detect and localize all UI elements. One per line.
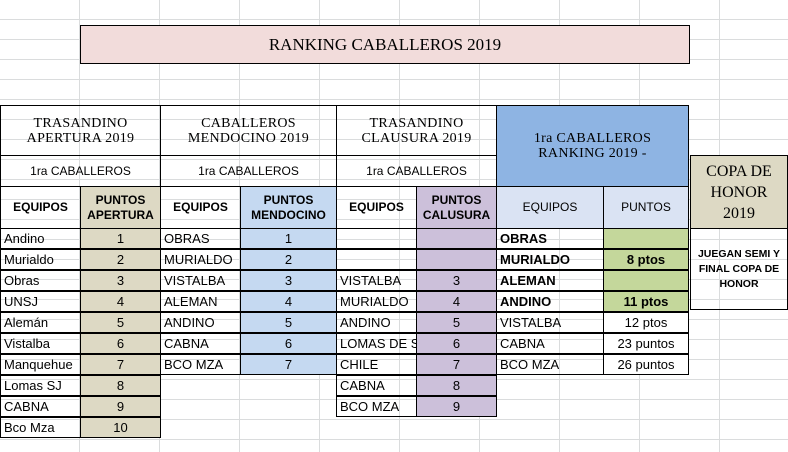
t2-row-team: MURIALDO <box>160 249 241 270</box>
t1-row-pts: 9 <box>80 396 161 417</box>
t4-row-team: VISTALBA <box>496 312 604 333</box>
t1-row-team: Manquehue <box>0 354 81 375</box>
t3-row-team: MURIALDO <box>336 291 417 312</box>
copa-note: JUEGAN SEMI Y FINAL COPA DE HONOR <box>690 228 788 310</box>
t3-row-pts: 6 <box>416 333 497 354</box>
t2-row-pts: 7 <box>240 354 337 375</box>
t4-row-pts: 23 puntos <box>603 333 689 354</box>
t2-row-team: VISTALBA <box>160 270 241 291</box>
t2-subheader: 1ra CABALLEROS <box>160 155 337 187</box>
t4-row-pts: 26 puntos <box>603 354 689 375</box>
t1-row-pts: 10 <box>80 417 161 438</box>
t1-row-pts: 3 <box>80 270 161 291</box>
t3-row-pts: 5 <box>416 312 497 333</box>
t2-row-team: ALEMAN <box>160 291 241 312</box>
t1-row-team: Murialdo <box>0 249 81 270</box>
t1-col-team: EQUIPOS <box>0 186 81 229</box>
t3-row-team: VISTALBA <box>336 270 417 291</box>
t4-row-team: ANDINO <box>496 291 604 312</box>
t2-row-team: OBRAS <box>160 228 241 249</box>
t2-row-team: CABNA <box>160 333 241 354</box>
t3-row-pts: 4 <box>416 291 497 312</box>
t1-row-team: Lomas SJ <box>0 375 81 396</box>
t1-row-team: Bco Mza <box>0 417 81 438</box>
t4-row-pts: 11 ptos <box>603 291 689 312</box>
t3-row-pts: 9 <box>416 396 497 417</box>
t2-row-pts: 1 <box>240 228 337 249</box>
t4-row-pts: 12 ptos <box>603 312 689 333</box>
t1-header: TRASANDINO APERTURA 2019 <box>0 105 161 156</box>
t3-header: TRASANDINO CLAUSURA 2019 <box>336 105 497 156</box>
t4-row-team: BCO MZA <box>496 354 604 375</box>
page-title: RANKING CABALLEROS 2019 <box>80 25 690 64</box>
t3-row-team: CABNA <box>336 375 417 396</box>
t1-row-team: Alemán <box>0 312 81 333</box>
t4-row-team: CABNA <box>496 333 604 354</box>
t2-row-pts: 3 <box>240 270 337 291</box>
t3-row-team: CHILE <box>336 354 417 375</box>
t1-col-pts: PUNTOS APERTURA <box>80 186 161 229</box>
t3-subheader: 1ra CABALLEROS <box>336 155 497 187</box>
t2-header: CABALLEROS MENDOCINO 2019 <box>160 105 337 156</box>
t3-row-pts <box>416 228 497 249</box>
t2-row-pts: 4 <box>240 291 337 312</box>
t1-row-pts: 4 <box>80 291 161 312</box>
t2-row-pts: 6 <box>240 333 337 354</box>
t1-row-team: UNSJ <box>0 291 81 312</box>
t1-row-team: CABNA <box>0 396 81 417</box>
t4-row-pts <box>603 228 689 249</box>
t3-row-team: ANDINO <box>336 312 417 333</box>
t2-col-team: EQUIPOS <box>160 186 241 229</box>
t1-row-pts: 2 <box>80 249 161 270</box>
t1-row-team: Andino <box>0 228 81 249</box>
t1-subheader: 1ra CABALLEROS <box>0 155 161 187</box>
t1-row-pts: 7 <box>80 354 161 375</box>
t1-row-pts: 5 <box>80 312 161 333</box>
t1-row-team: Vistalba <box>0 333 81 354</box>
t3-col-pts: PUNTOS CALUSURA <box>416 186 497 229</box>
t4-row-team: OBRAS <box>496 228 604 249</box>
t1-row-pts: 6 <box>80 333 161 354</box>
t3-row-pts: 3 <box>416 270 497 291</box>
t3-row-team: LOMAS DE SJ <box>336 333 417 354</box>
t1-row-team: Obras <box>0 270 81 291</box>
t3-row-team <box>336 249 417 270</box>
copa-header: COPA DE HONOR 2019 <box>690 155 788 229</box>
t1-row-pts: 1 <box>80 228 161 249</box>
t4-row-pts <box>603 270 689 291</box>
t3-row-team: BCO MZA <box>336 396 417 417</box>
t4-col-team: EQUIPOS <box>496 186 604 229</box>
t3-row-team <box>336 228 417 249</box>
t3-row-pts <box>416 249 497 270</box>
t3-row-pts: 8 <box>416 375 497 396</box>
t4-row-pts: 8 ptos <box>603 249 689 270</box>
t3-row-pts: 7 <box>416 354 497 375</box>
t2-row-team: ANDINO <box>160 312 241 333</box>
t4-col-pts: PUNTOS <box>603 186 689 229</box>
t4-header: 1ra CABALLEROS RANKING 2019 - <box>496 105 689 187</box>
t4-row-team: MURIALDO <box>496 249 604 270</box>
t3-col-team: EQUIPOS <box>336 186 417 229</box>
t1-row-pts: 8 <box>80 375 161 396</box>
t4-row-team: ALEMAN <box>496 270 604 291</box>
t2-row-pts: 5 <box>240 312 337 333</box>
t2-col-pts: PUNTOS MENDOCINO <box>240 186 337 229</box>
t2-row-pts: 2 <box>240 249 337 270</box>
t2-row-team: BCO MZA <box>160 354 241 375</box>
